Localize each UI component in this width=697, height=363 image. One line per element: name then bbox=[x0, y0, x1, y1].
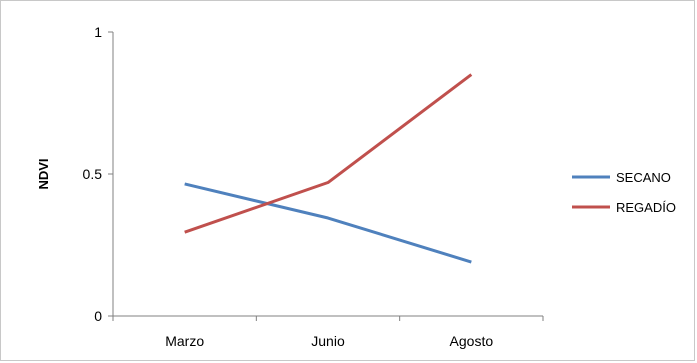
legend-label: SECANO bbox=[616, 170, 671, 185]
y-axis-title: NDVI bbox=[36, 158, 51, 189]
legend-label: REGADÍO bbox=[616, 200, 676, 215]
series-line-secano bbox=[184, 182, 472, 264]
y-tick-label: 0 bbox=[94, 308, 102, 324]
y-tick-label: 1 bbox=[94, 24, 102, 40]
y-tick-label: 0.5 bbox=[83, 166, 103, 182]
series-line-regadío bbox=[184, 73, 473, 234]
x-tick-label: Marzo bbox=[165, 333, 204, 349]
x-tick-label: Agosto bbox=[450, 333, 494, 349]
x-tick-label: Junio bbox=[311, 333, 345, 349]
